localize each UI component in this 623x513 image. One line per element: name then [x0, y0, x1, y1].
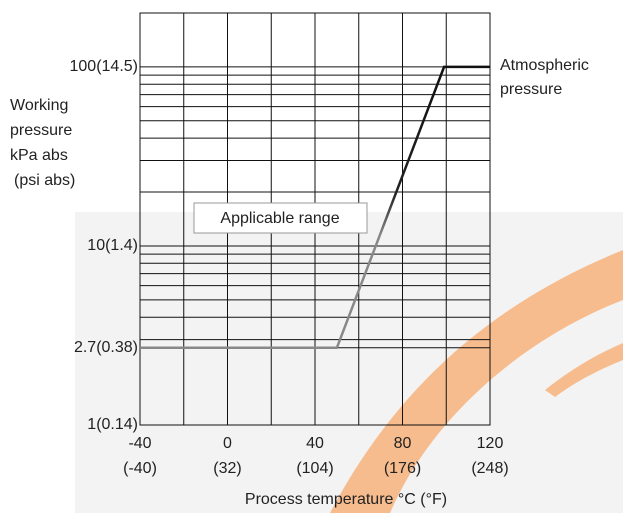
range-label: Applicable range — [220, 210, 339, 227]
watermark-swoosh — [545, 343, 623, 397]
y-axis-title: Working — [10, 97, 68, 114]
data-line — [140, 65, 490, 350]
x-tick-label: -40 — [128, 435, 151, 452]
x-tick-label: 120 — [477, 435, 504, 452]
range-label-box — [193, 202, 368, 234]
y-tick-label: 2.7(0.38) — [74, 339, 138, 356]
x-tick-label: 80 — [394, 435, 412, 452]
x-tick-label: 40 — [306, 435, 324, 452]
x-axis-title: Process temperature °C (°F) — [245, 491, 447, 508]
x-tick-label-secondary: (248) — [471, 460, 508, 477]
annotation: pressure — [500, 81, 562, 98]
y-tick-label: 10(1.4) — [87, 237, 138, 254]
annotation: Atmospheric — [500, 57, 589, 74]
x-tick-label-secondary: (104) — [296, 460, 333, 477]
y-tick-label: 100(14.5) — [70, 58, 139, 75]
y-axis-title: kPa abs — [10, 147, 68, 164]
watermark-swoosh — [330, 250, 623, 513]
x-tick-label-secondary: (-40) — [123, 460, 157, 477]
x-tick-label: 0 — [223, 435, 232, 452]
y-tick-label: 1(0.14) — [87, 416, 138, 433]
x-tick-label-secondary: (176) — [384, 460, 421, 477]
background-panel — [75, 212, 623, 513]
y-axis-title: pressure — [10, 122, 72, 139]
x-tick-label-secondary: (32) — [213, 460, 241, 477]
y-axis-title: (psi abs) — [14, 172, 75, 189]
